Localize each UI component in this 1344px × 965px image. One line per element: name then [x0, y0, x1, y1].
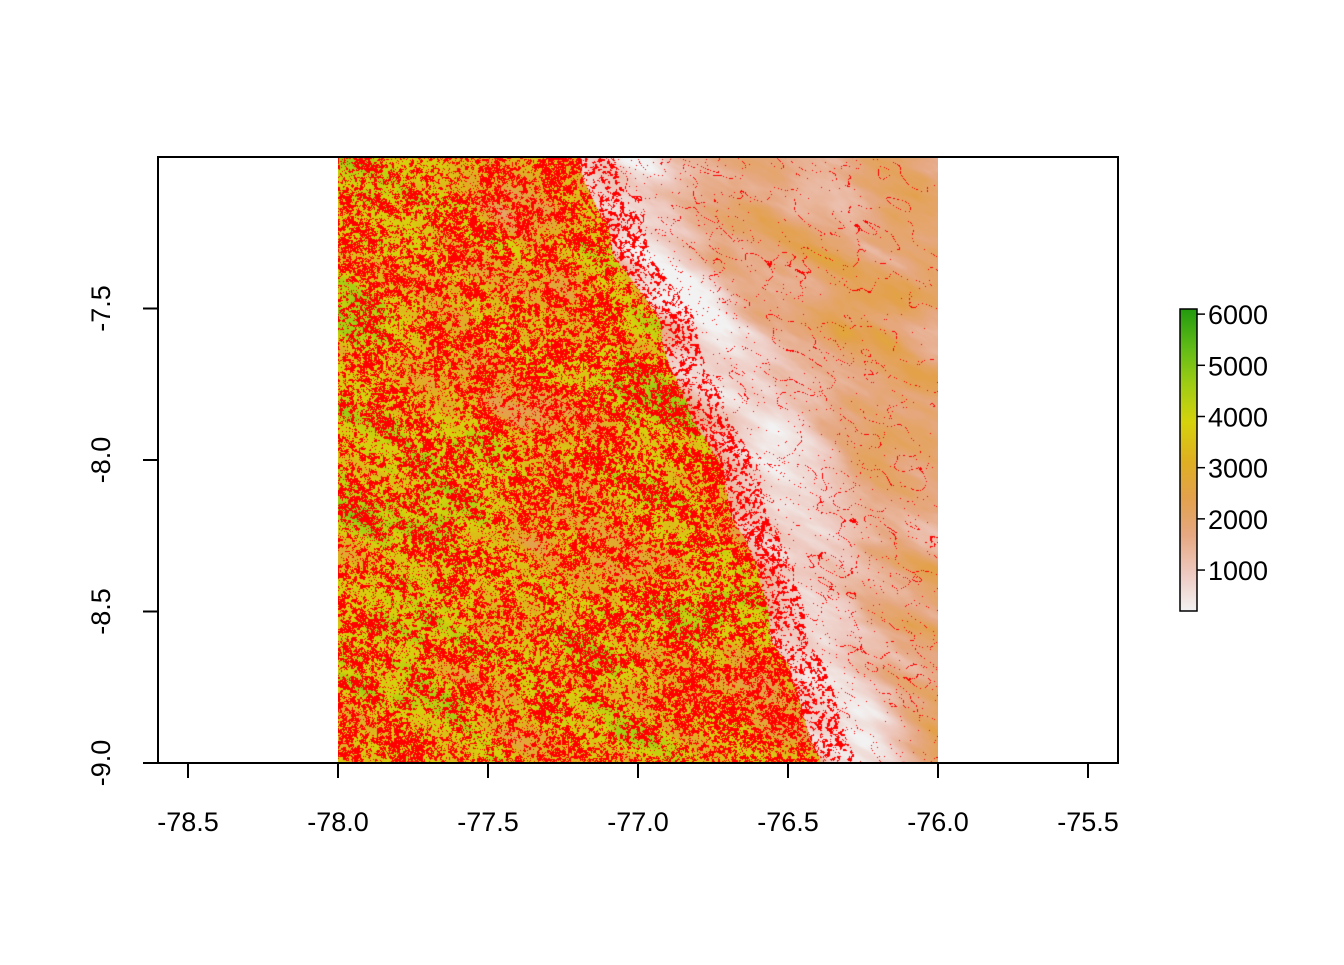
elevation-raster-image — [338, 157, 938, 763]
x-tick-label: -76.0 — [907, 807, 969, 837]
x-tick-label: -77.5 — [457, 807, 519, 837]
x-tick-label: -76.5 — [757, 807, 819, 837]
y-axis: -7.5 -8.0 -8.5 -9.0 — [86, 285, 159, 787]
y-tick-label: -7.5 — [86, 285, 116, 332]
legend-colorbar — [1179, 308, 1198, 612]
elevation-raster — [338, 157, 938, 763]
legend-tick-label: 2000 — [1208, 505, 1268, 535]
x-tick-label: -75.5 — [1057, 807, 1119, 837]
legend-tick-label: 1000 — [1208, 556, 1268, 586]
x-tick-label: -77.0 — [607, 807, 669, 837]
color-legend: 1000 2000 3000 4000 5000 6000 — [1179, 300, 1268, 612]
y-tick-label: -8.0 — [86, 437, 116, 484]
legend-tick-label: 6000 — [1208, 300, 1268, 330]
x-tick-label: -78.0 — [307, 807, 369, 837]
y-tick-label: -9.0 — [86, 740, 116, 787]
legend-tick-label: 5000 — [1208, 351, 1268, 381]
x-tick-label: -78.5 — [157, 807, 219, 837]
y-tick-label: -8.5 — [86, 588, 116, 635]
legend-tick-label: 4000 — [1208, 402, 1268, 432]
legend-tick-label: 3000 — [1208, 454, 1268, 484]
x-axis: -78.5 -78.0 -77.5 -77.0 -76.5 -76.0 -75.5 — [157, 762, 1119, 837]
